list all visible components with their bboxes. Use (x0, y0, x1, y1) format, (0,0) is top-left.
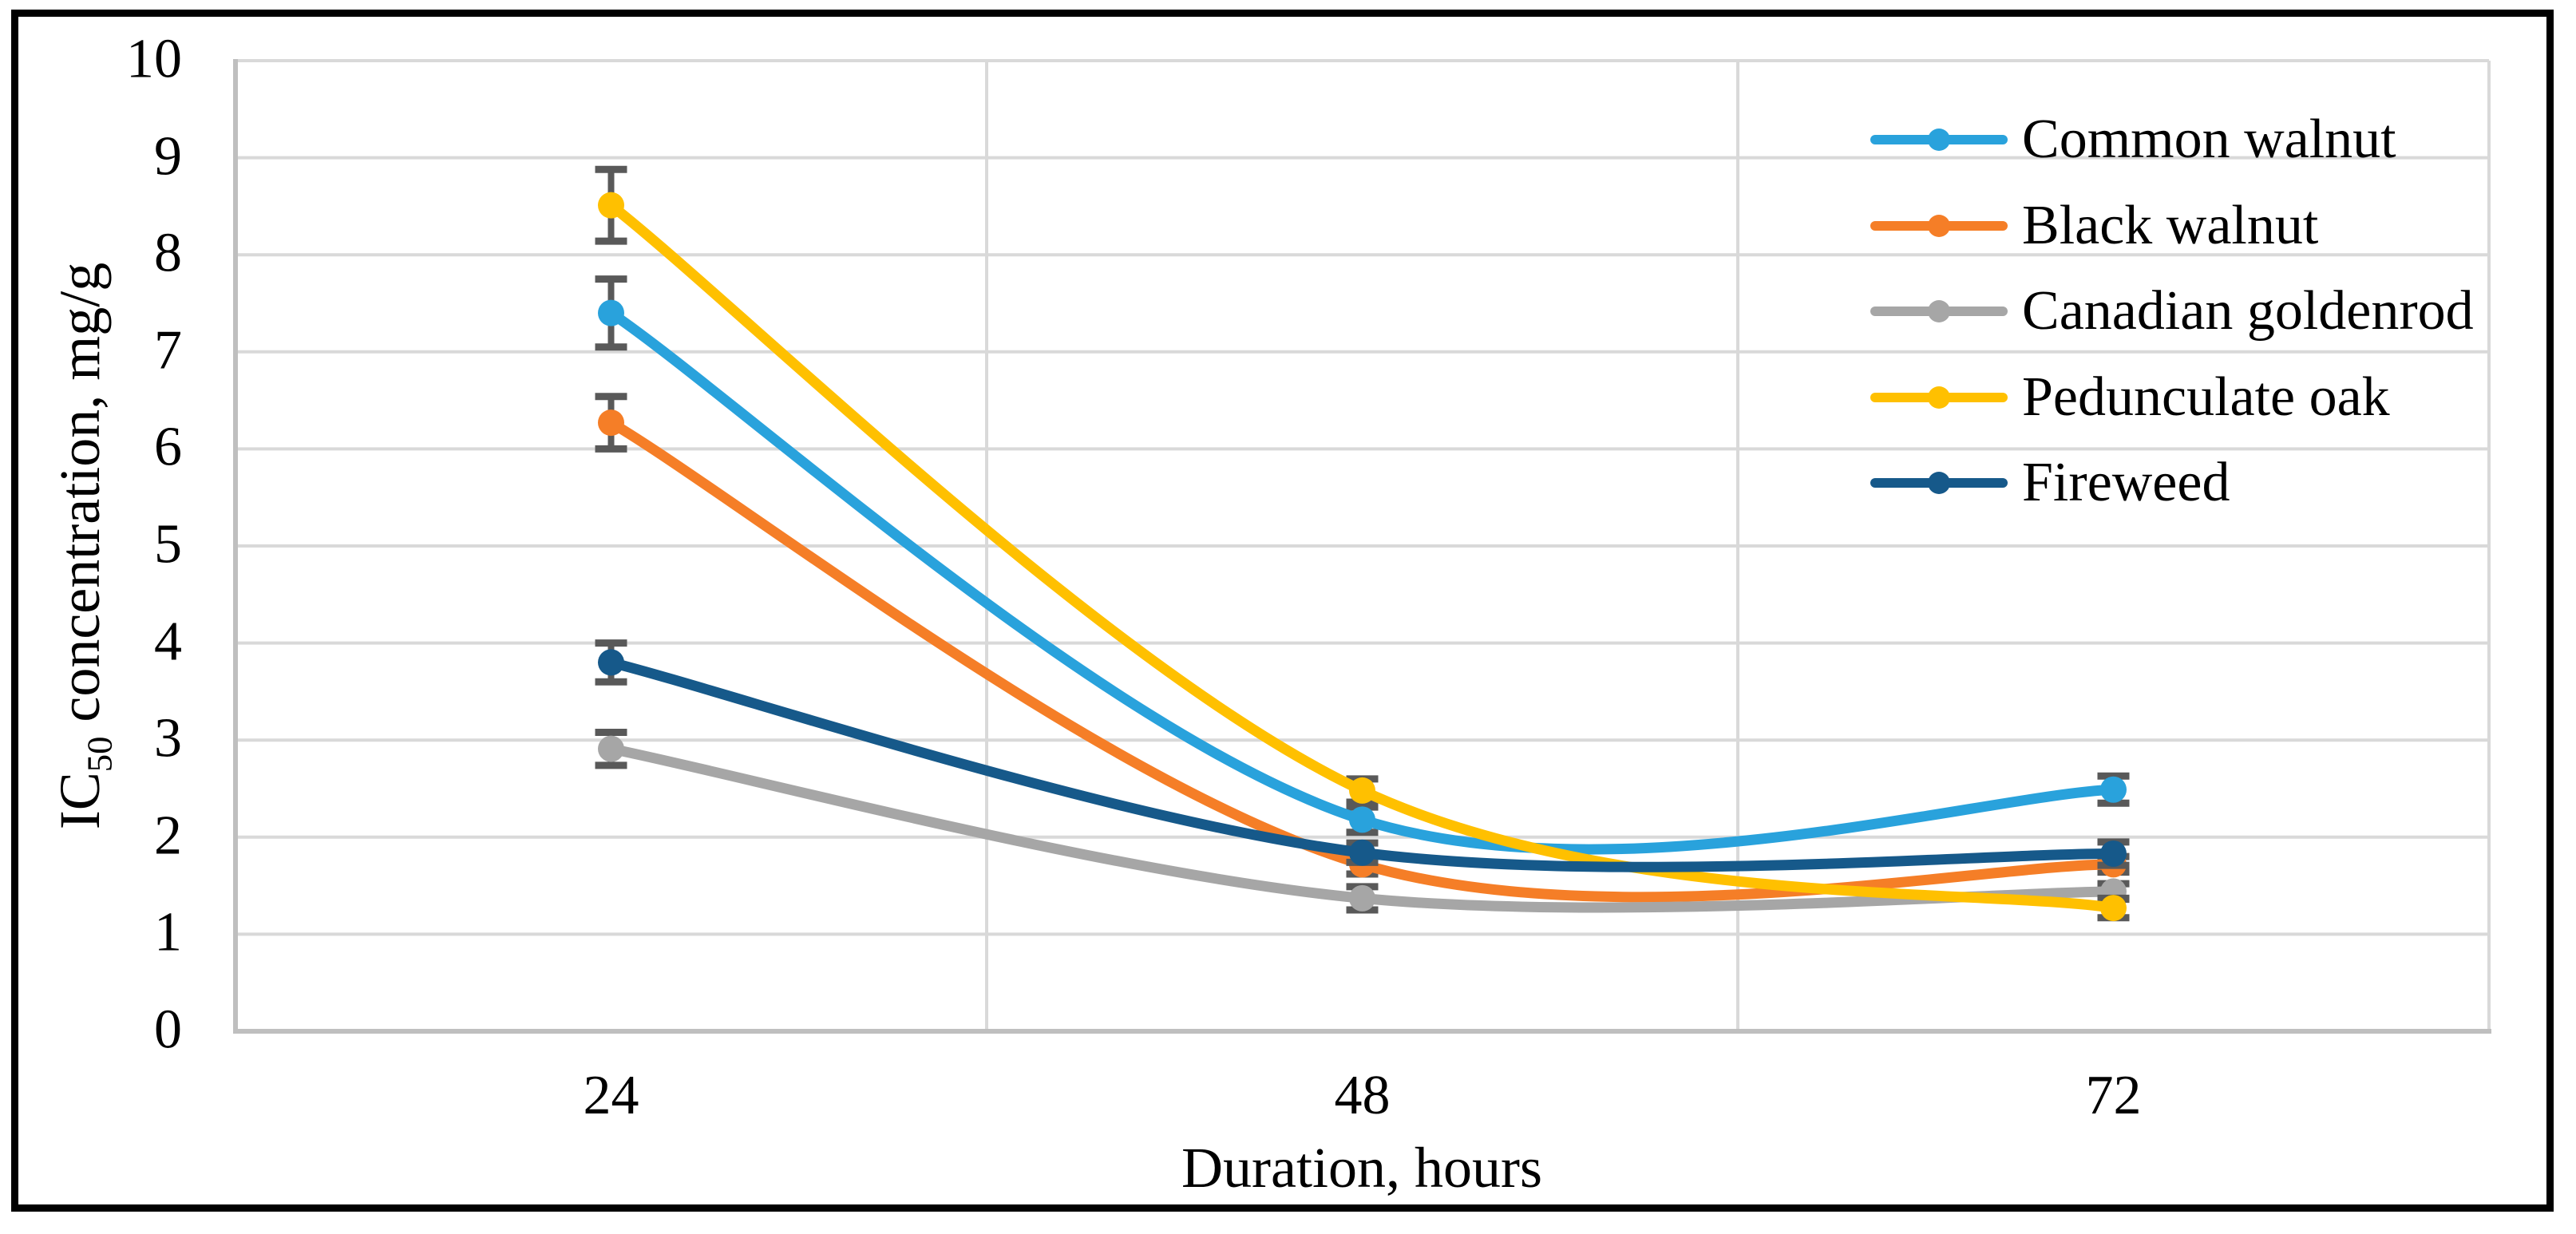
y-axis-title-rest: concentration, mg/g (48, 262, 112, 737)
y-tick-label-1: 1 (154, 901, 182, 963)
data-point-common-walnut-72h (2100, 776, 2127, 803)
legend-swatch-icon (1870, 295, 2008, 327)
legend-swatch-icon (1870, 210, 2008, 242)
data-point-pedunculate-oak-72h (2100, 895, 2127, 922)
data-point-black-walnut-24h (598, 409, 624, 437)
y-tick-label-9: 9 (154, 125, 182, 188)
data-point-fireweed-48h (1349, 839, 1375, 866)
x-tick-label-48: 48 (1334, 1065, 1391, 1126)
y-axis-title: IC50 concentration, mg/g (44, 0, 120, 1105)
legend-item-black-walnut: Black walnut (1870, 194, 2318, 258)
y-tick-label-0: 0 (154, 999, 182, 1061)
y-axis-title-prefix: IC (48, 772, 112, 830)
data-point-canadian-goldenrod-48h (1349, 884, 1375, 912)
legend-item-pedunculate-oak: Pedunculate oak (1870, 366, 2390, 429)
y-tick-label-4: 4 (154, 611, 182, 673)
data-point-common-walnut-48h (1349, 806, 1375, 833)
legend-item-fireweed: Fireweed (1870, 451, 2230, 515)
legend-label: Common walnut (2022, 109, 2396, 170)
data-point-pedunculate-oak-48h (1349, 777, 1375, 804)
y-tick-label-7: 7 (154, 319, 182, 382)
legend-item-canadian-goldenrod: Canadian goldenrod (1870, 279, 2474, 343)
x-axis-title: Duration, hours (1181, 1136, 1542, 1200)
data-point-pedunculate-oak-24h (598, 192, 624, 219)
y-tick-label-10: 10 (126, 28, 182, 90)
y-tick-label-2: 2 (154, 805, 182, 867)
y-axis-title-subscript: 50 (79, 736, 120, 773)
legend-marker-sample (1928, 300, 1950, 322)
legend-marker-sample (1928, 214, 1950, 237)
y-tick-label-5: 5 (154, 513, 182, 575)
x-tick-label-72: 72 (2085, 1065, 2142, 1126)
series-pedunculate-oak (595, 165, 2130, 922)
legend-swatch-icon (1870, 382, 2008, 413)
y-tick-label-8: 8 (154, 222, 182, 284)
legend-swatch-icon (1870, 124, 2008, 156)
data-point-fireweed-72h (2100, 840, 2127, 867)
data-point-common-walnut-24h (598, 299, 624, 326)
legend-label: Black walnut (2022, 194, 2319, 256)
legend-marker-sample (1928, 386, 1950, 409)
figure-border (11, 10, 2554, 1212)
legend-label: Fireweed (2022, 452, 2230, 513)
data-point-canadian-goldenrod-24h (598, 735, 624, 762)
legend-label: Pedunculate oak (2022, 366, 2390, 428)
y-tick-label-6: 6 (154, 416, 182, 478)
legend-label: Canadian goldenrod (2022, 280, 2474, 342)
series-common-walnut (595, 275, 2130, 855)
data-point-fireweed-24h (598, 649, 624, 676)
legend-item-common-walnut: Common walnut (1870, 108, 2396, 172)
legend-swatch-icon (1870, 467, 2008, 499)
legend-marker-sample (1928, 129, 1950, 151)
x-tick-label-24: 24 (583, 1065, 639, 1126)
y-tick-label-3: 3 (154, 707, 182, 769)
series-fireweed (595, 639, 2130, 872)
legend-marker-sample (1928, 472, 1950, 494)
